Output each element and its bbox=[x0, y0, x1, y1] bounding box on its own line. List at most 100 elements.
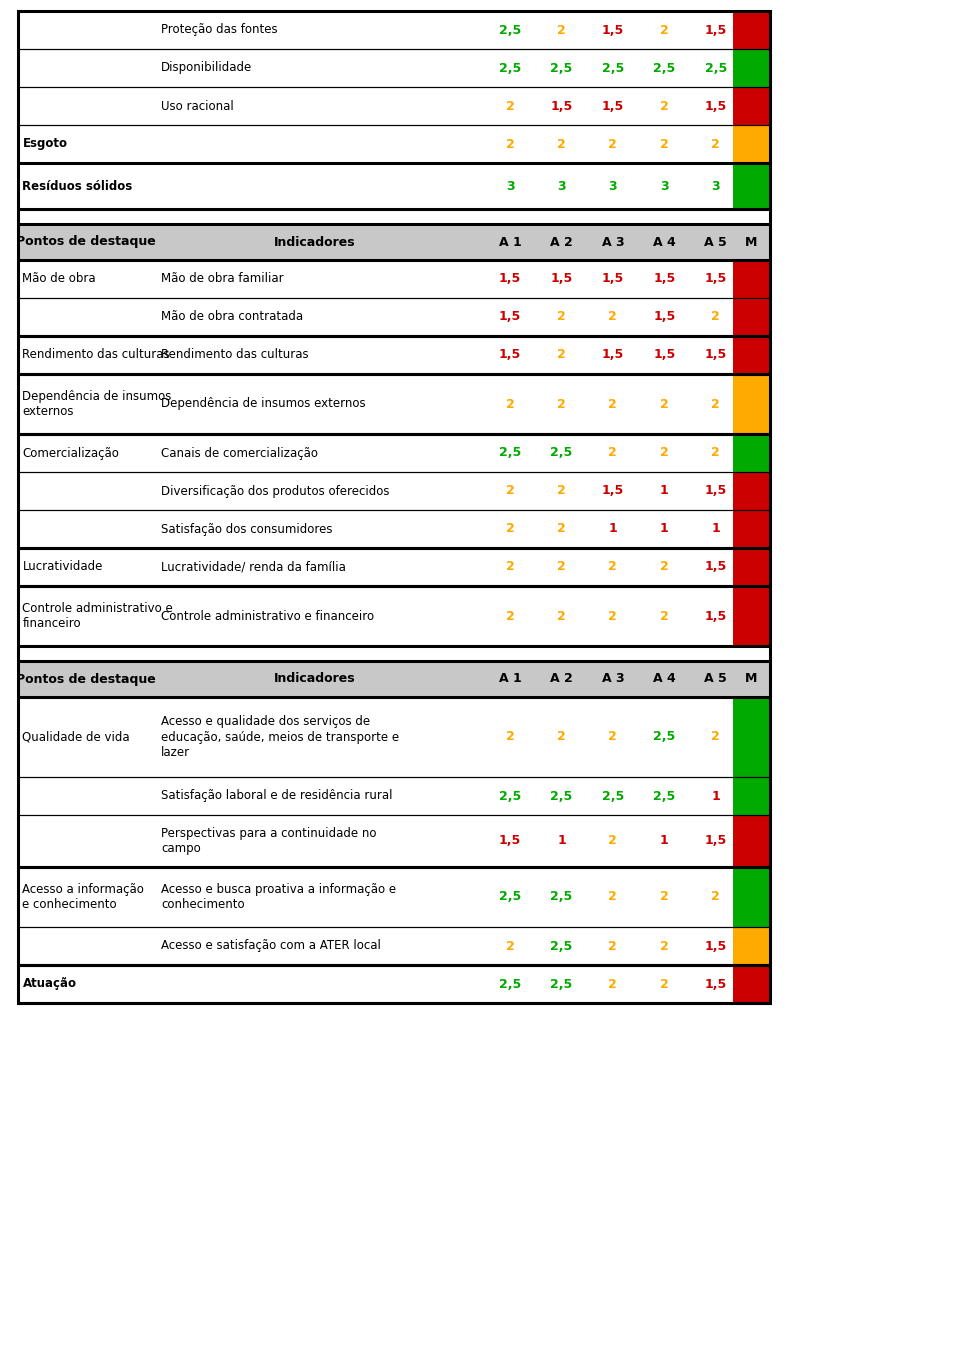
Text: A 4: A 4 bbox=[653, 236, 676, 248]
Text: A 4: A 4 bbox=[653, 673, 676, 686]
Text: A 1: A 1 bbox=[498, 236, 521, 248]
Text: 2: 2 bbox=[506, 731, 515, 743]
Bar bbox=[18, 336, 770, 374]
Text: 1,5: 1,5 bbox=[705, 978, 727, 990]
Text: Dependência de insumos
externos: Dependência de insumos externos bbox=[22, 389, 172, 418]
Text: 2: 2 bbox=[711, 137, 720, 151]
Text: Acesso e busca proativa a informação e
conhecimento: Acesso e busca proativa a informação e c… bbox=[161, 883, 396, 912]
Text: 2: 2 bbox=[609, 610, 617, 622]
Text: 1,5: 1,5 bbox=[499, 273, 521, 285]
Text: Indicadores: Indicadores bbox=[274, 673, 355, 686]
Text: 3: 3 bbox=[609, 180, 617, 192]
Text: 1,5: 1,5 bbox=[499, 835, 521, 847]
Text: 2: 2 bbox=[660, 891, 669, 903]
Text: 1,5: 1,5 bbox=[705, 561, 727, 573]
Text: Satisfação laboral e de residência rural: Satisfação laboral e de residência rural bbox=[161, 790, 393, 802]
Text: 2,5: 2,5 bbox=[602, 62, 624, 74]
Text: Perspectivas para a continuidade no
campo: Perspectivas para a continuidade no camp… bbox=[161, 827, 376, 856]
Text: 2: 2 bbox=[660, 398, 669, 410]
Text: 2: 2 bbox=[557, 522, 565, 536]
Text: Pontos de destaque: Pontos de destaque bbox=[16, 673, 156, 686]
Text: 1,5: 1,5 bbox=[705, 484, 727, 498]
Text: Pontos de destaque: Pontos de destaque bbox=[16, 236, 156, 248]
Text: 2: 2 bbox=[557, 137, 565, 151]
Bar bbox=[18, 223, 770, 260]
Text: 2,5: 2,5 bbox=[499, 891, 521, 903]
Bar bbox=[732, 510, 770, 548]
Text: 2: 2 bbox=[660, 939, 669, 953]
Text: 2: 2 bbox=[557, 561, 565, 573]
Text: Comercialização: Comercialização bbox=[22, 447, 119, 459]
Text: 1: 1 bbox=[660, 484, 669, 498]
Text: 2: 2 bbox=[506, 398, 515, 410]
Text: 1,5: 1,5 bbox=[653, 310, 676, 324]
Text: 2: 2 bbox=[609, 939, 617, 953]
Text: Proteção das fontes: Proteção das fontes bbox=[161, 23, 277, 37]
Bar bbox=[732, 125, 770, 163]
Text: 1,5: 1,5 bbox=[602, 273, 624, 285]
Text: 2,5: 2,5 bbox=[653, 790, 676, 802]
Text: A 2: A 2 bbox=[550, 673, 573, 686]
Text: Lucratividade: Lucratividade bbox=[22, 561, 103, 573]
Bar bbox=[732, 814, 770, 866]
Bar bbox=[18, 696, 770, 777]
Text: 2,5: 2,5 bbox=[499, 978, 521, 990]
Text: 3: 3 bbox=[557, 180, 565, 192]
Bar bbox=[732, 163, 770, 208]
Text: 1,5: 1,5 bbox=[499, 310, 521, 324]
Text: 1: 1 bbox=[711, 790, 720, 802]
Text: 2,5: 2,5 bbox=[550, 790, 572, 802]
Text: Controle administrativo e financeiro: Controle administrativo e financeiro bbox=[161, 610, 374, 622]
Bar bbox=[732, 260, 770, 298]
Text: 2,5: 2,5 bbox=[499, 447, 521, 459]
Text: 2: 2 bbox=[557, 398, 565, 410]
Text: 3: 3 bbox=[660, 180, 668, 192]
Text: 1,5: 1,5 bbox=[653, 348, 676, 362]
Text: 2: 2 bbox=[660, 447, 669, 459]
Text: 2: 2 bbox=[557, 23, 565, 37]
Bar bbox=[732, 472, 770, 510]
Text: 3: 3 bbox=[506, 180, 515, 192]
Text: Mão de obra familiar: Mão de obra familiar bbox=[161, 273, 283, 285]
Text: 2,5: 2,5 bbox=[499, 790, 521, 802]
Bar bbox=[732, 585, 770, 646]
Text: A 5: A 5 bbox=[705, 673, 727, 686]
Text: 2: 2 bbox=[506, 522, 515, 536]
Text: Uso racional: Uso racional bbox=[161, 100, 233, 112]
Bar bbox=[18, 49, 770, 86]
Text: Resíduos sólidos: Resíduos sólidos bbox=[22, 180, 132, 192]
Text: 2: 2 bbox=[609, 731, 617, 743]
Text: 2: 2 bbox=[660, 23, 669, 37]
Text: 2,5: 2,5 bbox=[653, 62, 676, 74]
Text: A 5: A 5 bbox=[705, 236, 727, 248]
Text: 1,5: 1,5 bbox=[653, 273, 676, 285]
Bar bbox=[18, 814, 770, 866]
Text: Mão de obra contratada: Mão de obra contratada bbox=[161, 310, 303, 324]
Text: A 3: A 3 bbox=[602, 673, 624, 686]
Text: Indicadores: Indicadores bbox=[274, 236, 355, 248]
Text: 2: 2 bbox=[609, 310, 617, 324]
Text: 2: 2 bbox=[557, 731, 565, 743]
Text: 1: 1 bbox=[660, 835, 669, 847]
Text: 2: 2 bbox=[711, 731, 720, 743]
Text: 1: 1 bbox=[609, 522, 617, 536]
Text: A 3: A 3 bbox=[602, 236, 624, 248]
Text: 1: 1 bbox=[660, 522, 669, 536]
Text: 2: 2 bbox=[506, 561, 515, 573]
Bar bbox=[732, 49, 770, 86]
Text: Acesso e satisfação com a ATER local: Acesso e satisfação com a ATER local bbox=[161, 939, 381, 953]
Text: 2,5: 2,5 bbox=[550, 939, 572, 953]
Bar bbox=[18, 163, 770, 208]
Text: 2: 2 bbox=[506, 100, 515, 112]
Bar bbox=[732, 548, 770, 585]
Text: 2,5: 2,5 bbox=[653, 731, 676, 743]
Text: 2: 2 bbox=[711, 398, 720, 410]
Text: 2: 2 bbox=[711, 310, 720, 324]
Bar bbox=[732, 927, 770, 965]
Text: Dependência de insumos externos: Dependência de insumos externos bbox=[161, 398, 366, 410]
Text: Canais de comercialização: Canais de comercialização bbox=[161, 447, 318, 459]
Bar bbox=[18, 125, 770, 163]
Text: Satisfação dos consumidores: Satisfação dos consumidores bbox=[161, 522, 332, 536]
Text: 2: 2 bbox=[660, 610, 669, 622]
Bar bbox=[18, 927, 770, 965]
